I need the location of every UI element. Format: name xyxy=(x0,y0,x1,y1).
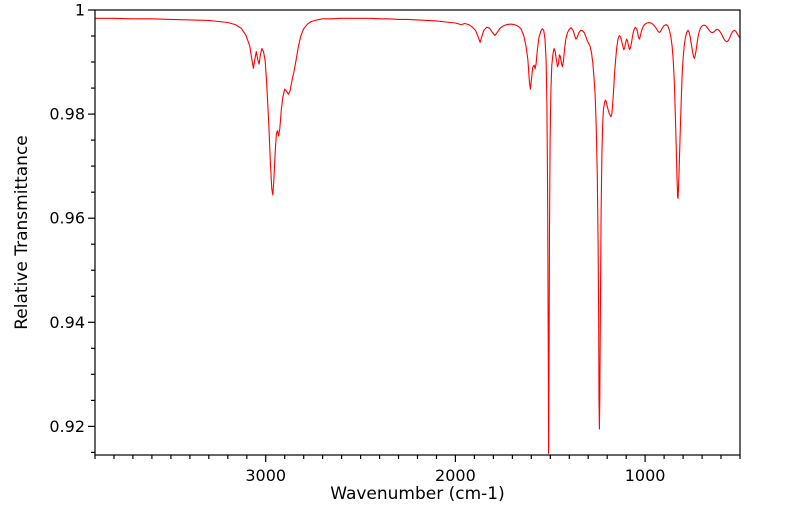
svg-text:0.94: 0.94 xyxy=(49,313,85,332)
x-axis-label: Wavenumber (cm-1) xyxy=(330,484,505,504)
svg-text:2000: 2000 xyxy=(435,466,476,485)
y-axis-label: Relative Transmittance xyxy=(12,135,32,330)
svg-text:1: 1 xyxy=(75,1,85,20)
svg-text:3000: 3000 xyxy=(245,466,286,485)
svg-text:1000: 1000 xyxy=(625,466,666,485)
svg-text:0.96: 0.96 xyxy=(49,209,85,228)
svg-text:0.98: 0.98 xyxy=(49,105,85,124)
svg-text:0.92: 0.92 xyxy=(49,417,85,436)
